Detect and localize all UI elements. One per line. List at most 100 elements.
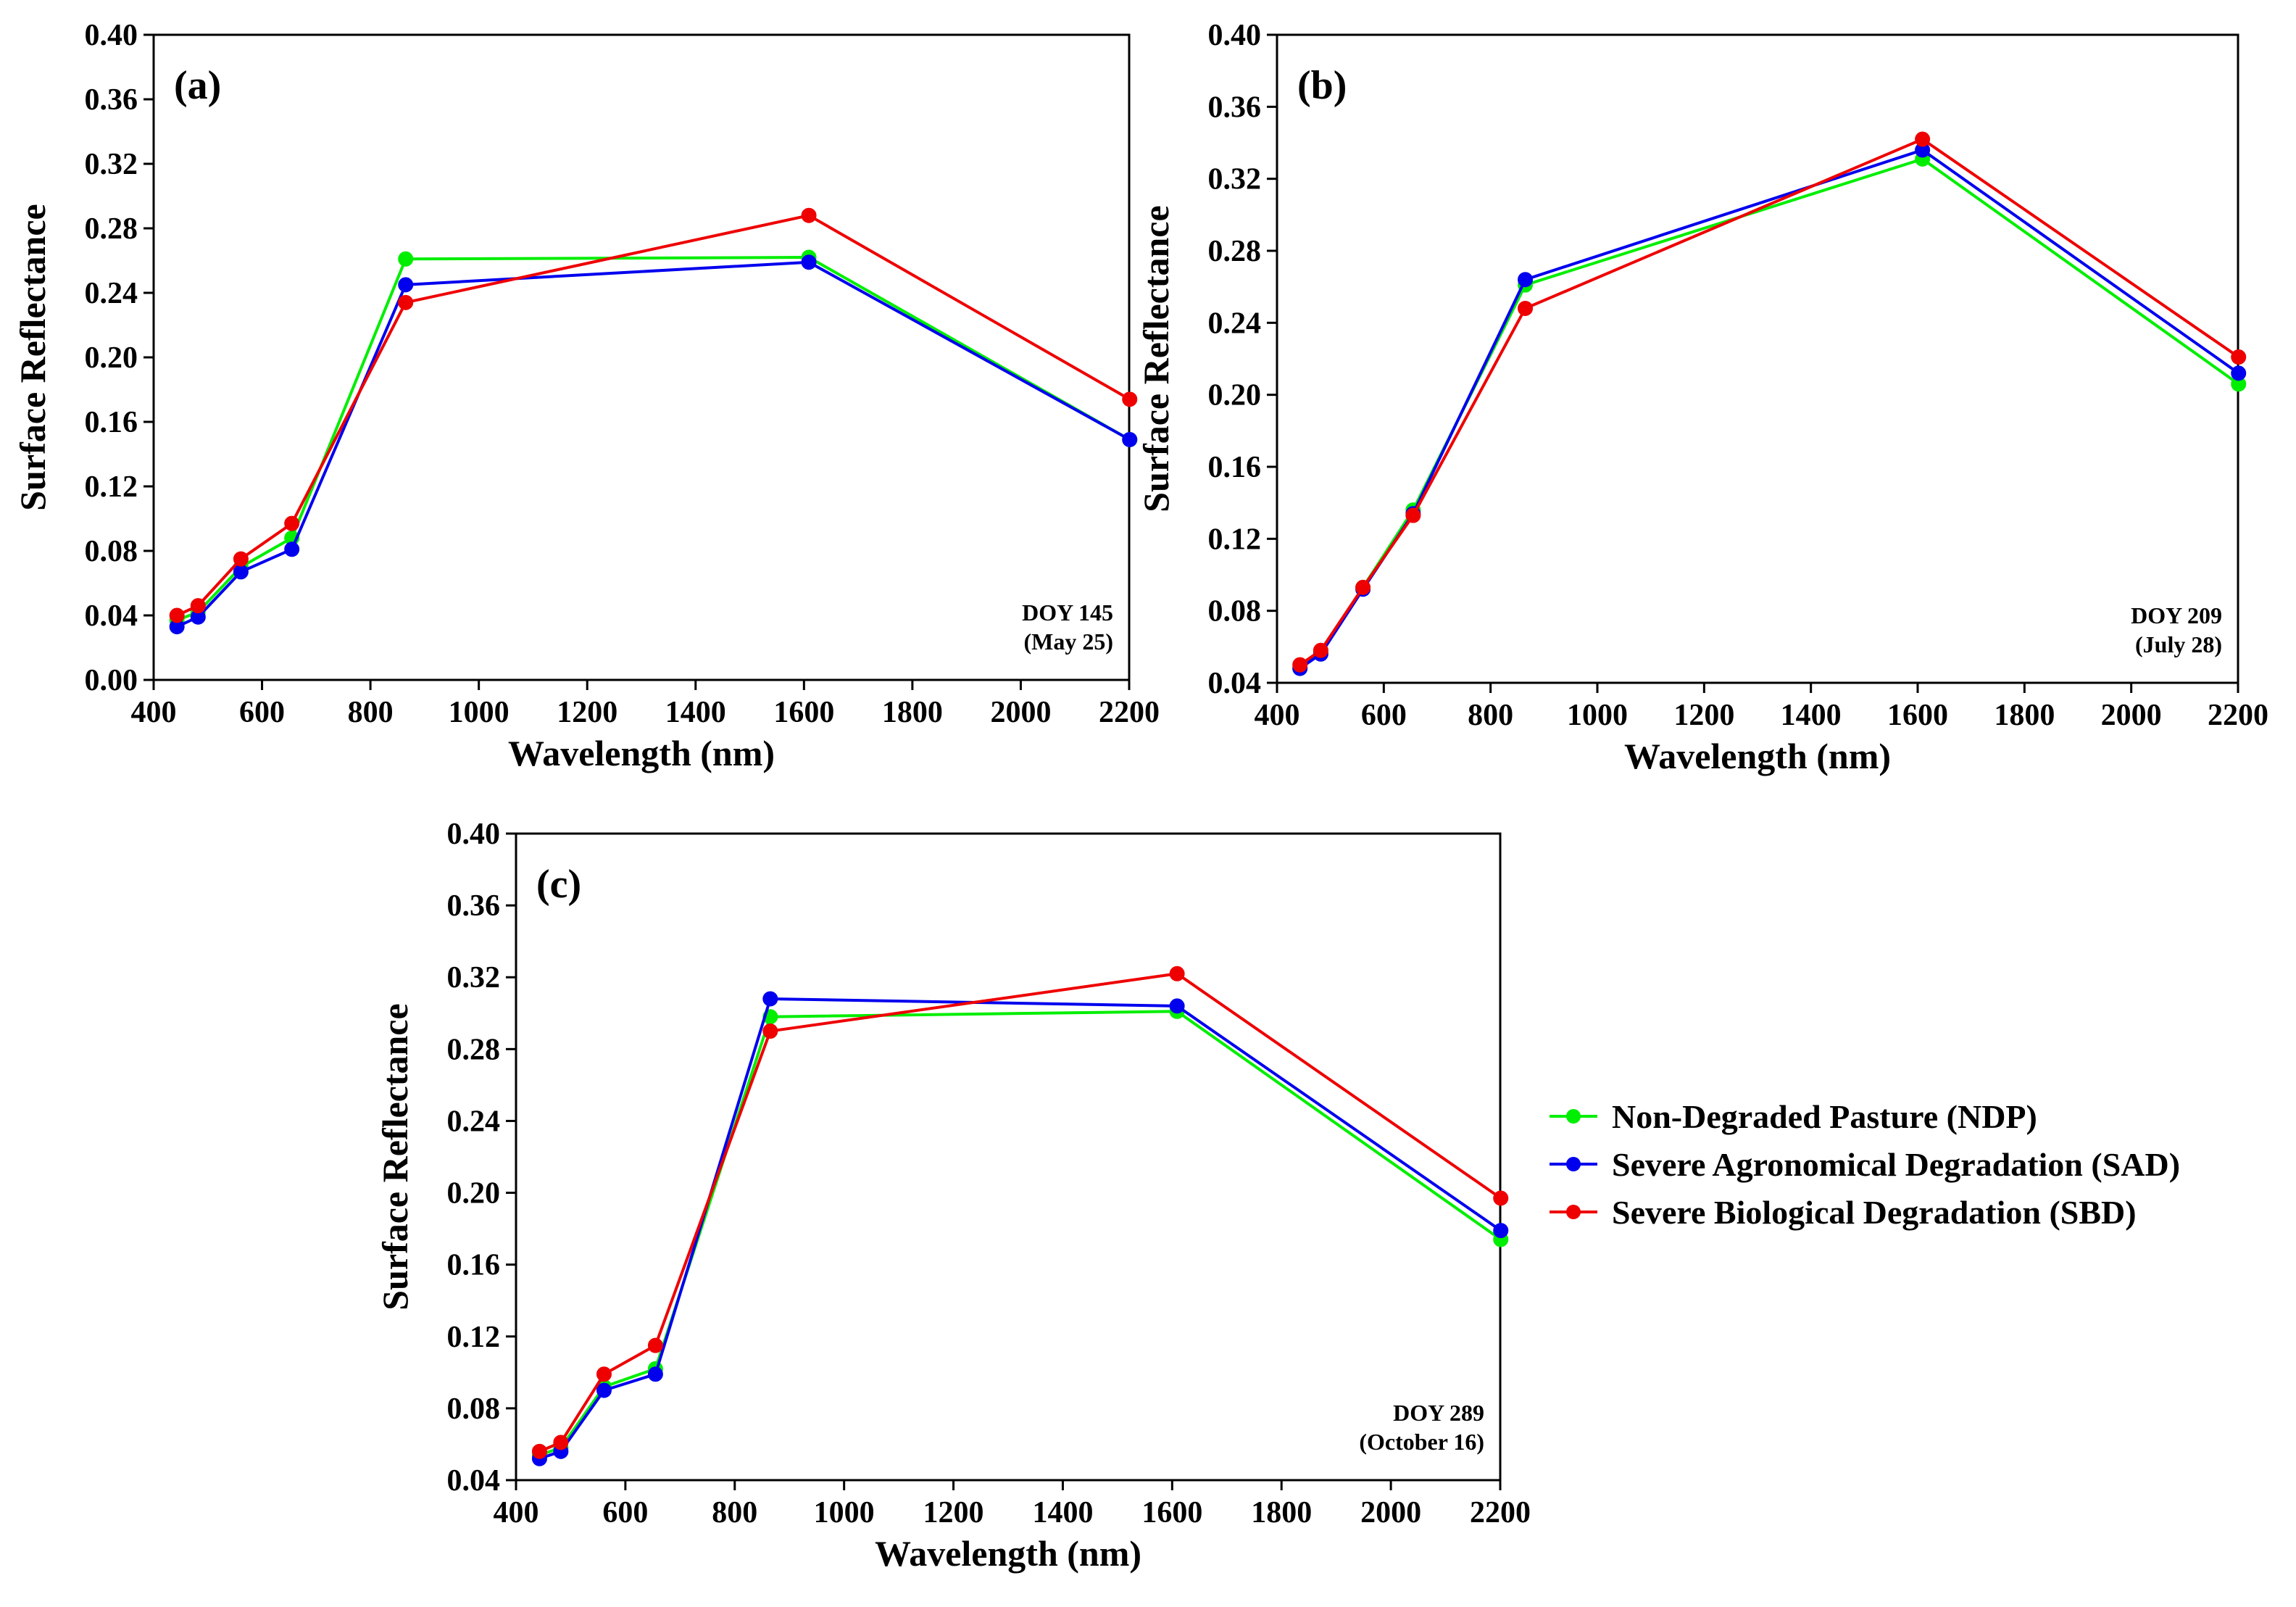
x-tick-label: 600 [239, 696, 285, 729]
legend-swatch-marker [1566, 1109, 1581, 1124]
data-point-sbd [531, 1443, 547, 1459]
data-point-sbd [553, 1434, 569, 1450]
y-axis-title: Surface Reflectance [375, 1003, 415, 1310]
y-tick-label: 0.24 [1208, 307, 1262, 340]
y-tick-label: 0.08 [1208, 595, 1262, 628]
y-tick-label: 0.12 [447, 1321, 501, 1354]
data-point-sbd [1313, 642, 1328, 658]
series-line-sad [1299, 148, 2239, 670]
x-tick-label: 1200 [557, 696, 617, 729]
y-tick-label: 0.04 [1208, 667, 1262, 700]
panel-label: (a) [174, 63, 221, 108]
y-tick-label: 0.28 [447, 1033, 501, 1066]
y-tick-label: 0.24 [85, 277, 138, 310]
data-point-sbd [398, 294, 414, 310]
y-tick-label: 0.16 [447, 1249, 501, 1282]
y-tick-label: 0.36 [447, 889, 501, 923]
x-tick-label: 1600 [1141, 1496, 1202, 1529]
x-tick-label: 1000 [449, 696, 509, 729]
x-axis-title: Wavelength (nm) [875, 1533, 1141, 1574]
x-tick-label: 1600 [773, 696, 834, 729]
y-tick-label: 0.32 [1208, 163, 1262, 196]
series-line-sbd [1299, 138, 2239, 666]
data-point-sbd [647, 1337, 663, 1353]
y-tick-label: 0.40 [447, 818, 501, 851]
data-point-sad [233, 564, 249, 580]
x-tick-label: 1800 [1251, 1496, 1312, 1529]
y-tick-label: 0.28 [85, 212, 138, 246]
x-tick-label: 2200 [1099, 696, 1160, 729]
x-tick-label: 1000 [1567, 699, 1628, 732]
x-tick-label: 400 [131, 696, 177, 729]
y-tick-label: 0.36 [1208, 91, 1262, 124]
y-tick-label: 0.20 [85, 341, 138, 375]
x-tick-label: 600 [602, 1496, 648, 1529]
y-tick-label: 0.00 [85, 664, 138, 697]
legend-swatch-marker [1566, 1157, 1581, 1171]
y-tick-label: 0.08 [447, 1392, 501, 1426]
data-point-sad [1493, 1223, 1509, 1239]
data-point-sbd [169, 607, 185, 623]
x-tick-label: 1400 [1781, 699, 1842, 732]
y-tick-label: 0.04 [447, 1464, 501, 1498]
y-axis-title: Surface Reflectance [1136, 205, 1176, 512]
x-tick-label: 1200 [923, 1496, 984, 1529]
y-axis-title: Surface Reflectance [12, 204, 53, 510]
doy-annotation-line: DOY 289 [1393, 1400, 1484, 1426]
doy-annotation-line: DOY 209 [2131, 602, 2222, 628]
y-tick-label: 0.12 [1208, 523, 1262, 556]
series-line-ndp [538, 1010, 1502, 1457]
x-tick-label: 2000 [2101, 699, 2162, 732]
x-tick-label: 1800 [882, 696, 943, 729]
panel-c: 400 600 800 1000 1200 1400 1600 1800 2000 2200 0.0… [375, 818, 1531, 1574]
panel-label: (c) [536, 862, 581, 907]
y-tick-label: 0.12 [85, 470, 138, 504]
series-line-ndp [176, 256, 1131, 622]
y-tick-label: 0.36 [85, 83, 138, 117]
data-point-sbd [284, 515, 300, 531]
data-point-sbd [190, 598, 206, 614]
data-point-sad [284, 541, 300, 557]
data-point-sad [2231, 365, 2247, 381]
data-point-sbd [1292, 657, 1308, 673]
x-tick-label: 2000 [990, 696, 1051, 729]
data-point-sbd [596, 1366, 612, 1382]
x-tick-label: 400 [1255, 699, 1300, 732]
doy-annotation-line: DOY 145 [1022, 599, 1113, 626]
x-tick-label: 1400 [665, 696, 726, 729]
data-point-sbd [1915, 131, 1931, 147]
legend: Non-Degraded Pasture (NDP) Severe Agronom… [1550, 1098, 2180, 1231]
data-point-sad [762, 991, 778, 1007]
data-point-sbd [762, 1023, 778, 1039]
data-point-sbd [2231, 349, 2247, 365]
x-tick-label: 800 [712, 1496, 757, 1529]
data-point-sad [596, 1382, 612, 1398]
data-point-sbd [1355, 579, 1371, 595]
y-tick-label: 0.24 [447, 1105, 501, 1138]
x-tick-label: 1000 [814, 1496, 875, 1529]
x-tick-label: 1200 [1673, 699, 1734, 732]
doy-annotation-line: (July 28) [2135, 631, 2222, 657]
data-point-sad [398, 277, 414, 293]
series-line-sad [538, 997, 1502, 1461]
panel-a: 400 600 800 1000 1200 1400 1600 1800 2000 2200 0.0… [12, 19, 1160, 773]
x-tick-label: 2200 [1470, 1496, 1531, 1529]
data-point-sad [1169, 998, 1185, 1014]
data-point-sad [647, 1366, 663, 1382]
x-tick-label: 800 [348, 696, 394, 729]
data-point-sbd [801, 207, 817, 223]
doy-annotation-line: (May 25) [1023, 628, 1113, 655]
x-tick-label: 800 [1468, 699, 1513, 732]
y-tick-label: 0.16 [1208, 451, 1262, 484]
y-tick-label: 0.28 [1208, 235, 1262, 268]
y-tick-label: 0.20 [1208, 379, 1262, 412]
y-tick-label: 0.16 [85, 406, 138, 439]
legend-entry: Severe Agronomical Degradation (SAD) [1612, 1146, 2180, 1183]
data-point-ndp [398, 251, 414, 267]
panel-b: 400 600 800 1000 1200 1400 1600 1800 2000 2200 0.0… [1136, 19, 2268, 776]
data-point-sbd [1122, 391, 1138, 407]
series-line-sbd [176, 214, 1131, 617]
data-point-sad [1518, 272, 1534, 288]
y-tick-label: 0.40 [85, 19, 138, 52]
